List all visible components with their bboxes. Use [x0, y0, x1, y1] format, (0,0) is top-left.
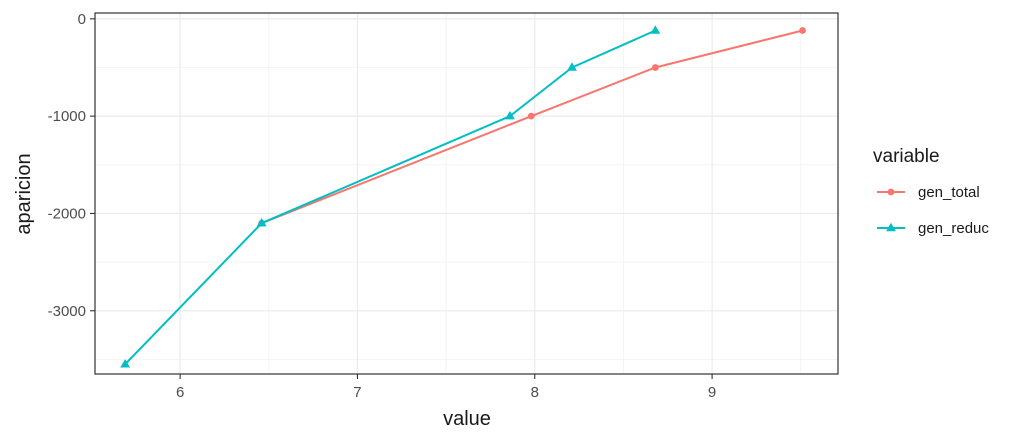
data-point-gen_reduc: [505, 110, 515, 120]
panel-border: [94, 12, 839, 375]
legend-label-gen_reduc: gen_reduc: [918, 220, 989, 237]
data-point-gen_reduc: [256, 217, 267, 227]
data-point-gen_total: [651, 64, 659, 71]
data-point-gen_total: [527, 112, 535, 120]
plot-marks: [120, 25, 806, 368]
y-tick-label: -3000: [48, 303, 86, 320]
panel-background: [95, 13, 838, 374]
series-line-gen_total: [261, 29, 803, 225]
y-axis-title: aparicion: [13, 153, 35, 234]
data-point-gen_reduc: [886, 222, 896, 232]
x-tick-label: 9: [708, 384, 716, 401]
data-point-gen_reduc: [567, 62, 577, 71]
data-point-gen_total: [799, 27, 806, 34]
y-tick-label: -2000: [48, 205, 86, 222]
legend-label-gen_total: gen_total: [918, 184, 980, 201]
y-tick-label: -1000: [48, 108, 86, 125]
x-tick-label: 7: [353, 384, 361, 401]
legend-title: variable: [873, 146, 940, 167]
y-tick-label: 0: [78, 11, 86, 28]
data-point-gen_total: [887, 188, 895, 196]
x-tick-label: 6: [176, 384, 184, 401]
data-point-gen_reduc: [120, 359, 131, 368]
x-axis-title: value: [443, 408, 491, 430]
x-tick-label: 8: [531, 384, 539, 401]
plot-panel: [95, 13, 838, 374]
legend: variable gen_total gen_reduc: [873, 146, 989, 237]
axes: 6 7 8 9 0 -1000 -2000 -3000: [48, 11, 839, 401]
data-point-gen_reduc: [650, 25, 661, 34]
